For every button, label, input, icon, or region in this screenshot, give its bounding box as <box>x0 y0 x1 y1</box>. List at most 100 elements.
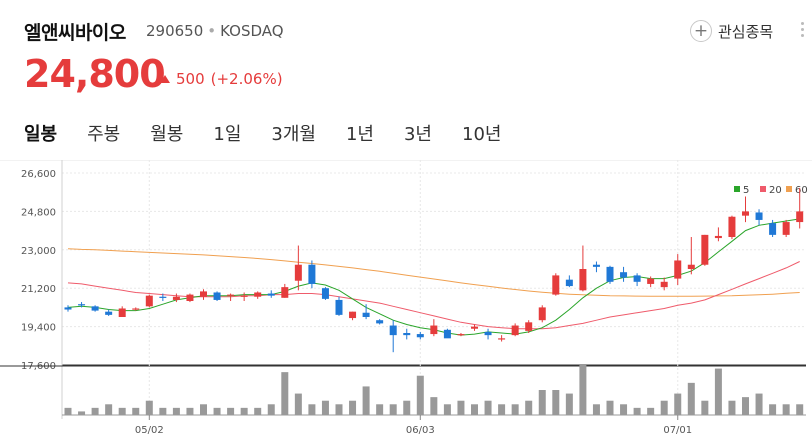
tab-1-day[interactable]: 1일 <box>213 124 242 145</box>
candle-body-29 <box>457 334 465 336</box>
tab-weekly[interactable]: 주봉 <box>87 124 121 145</box>
candle-body-50 <box>742 211 749 216</box>
candle-body-45 <box>674 260 682 279</box>
tab-3-months[interactable]: 3개월 <box>271 124 316 145</box>
candle-body-33 <box>511 325 519 336</box>
volume-bar-54 <box>796 404 804 415</box>
y-tick-label-2: 23,000 <box>21 246 56 257</box>
candle-body-25 <box>403 333 411 336</box>
candle-body-36 <box>552 275 560 295</box>
volume-bar-7 <box>159 407 167 415</box>
candle-body-38 <box>579 269 587 291</box>
volume-bar-25 <box>403 400 411 415</box>
candle-body-21 <box>349 311 357 319</box>
candle-body-10 <box>200 291 207 297</box>
volume-bar-34 <box>525 400 533 415</box>
candle-body-2 <box>91 306 99 311</box>
candle-body-14 <box>254 292 262 297</box>
volume-bar-24 <box>389 404 397 415</box>
volume-bar-44 <box>660 400 668 415</box>
candle-body-11 <box>213 292 221 300</box>
volume-bar-41 <box>620 404 628 415</box>
candle-body-43 <box>647 278 655 284</box>
candle-body-0 <box>64 307 72 310</box>
volume-bar-35 <box>538 390 546 415</box>
candle-body-37 <box>565 279 573 287</box>
candle-body-12 <box>227 294 235 296</box>
tab-daily[interactable]: 일봉 <box>24 124 58 145</box>
tab-10-years[interactable]: 10년 <box>462 124 502 145</box>
candle-body-20 <box>335 299 343 315</box>
volume-bar-4 <box>118 407 126 415</box>
volume-bar-30 <box>471 404 478 415</box>
x-tick-label-2: 07/01 <box>663 425 692 436</box>
volume-bar-42 <box>633 407 641 415</box>
y-tick-label-1: 24,800 <box>21 207 56 218</box>
candle-body-1 <box>78 304 86 306</box>
y-tick-label-0: 26,600 <box>21 169 56 180</box>
volume-bar-10 <box>200 404 207 415</box>
stock-header: 엘앤씨바이오 290650 • KOSDAQ + 관심종목 24,800 500 (… <box>0 0 812 160</box>
volume-bar-0 <box>64 407 72 415</box>
tab-1-year[interactable]: 1년 <box>345 124 374 145</box>
stock-code-market: 290650 • KOSDAQ <box>146 22 284 40</box>
candle-body-54 <box>796 211 804 223</box>
candle-body-34 <box>525 322 533 331</box>
candle-body-23 <box>376 320 384 324</box>
tab-monthly[interactable]: 월봉 <box>150 124 184 145</box>
candle-body-40 <box>606 266 614 282</box>
volume-bar-36 <box>552 390 560 415</box>
current-price: 24,800 <box>24 52 166 96</box>
volume-bar-31 <box>484 400 492 415</box>
watchlist-label: 관심종목 <box>718 22 774 41</box>
candle-body-39 <box>592 264 600 267</box>
volume-bar-11 <box>213 407 221 415</box>
candle-body-13 <box>240 295 248 297</box>
candle-body-7 <box>159 296 167 298</box>
volume-bar-14 <box>254 407 262 415</box>
candlestick-chart-svg: 26,60024,80023,00021,20019,40017,60005/0… <box>0 160 812 436</box>
more-menu-icon[interactable] <box>801 22 807 37</box>
add-watchlist-button[interactable]: + 관심종목 <box>690 18 773 44</box>
stock-name: 엘앤씨바이오 <box>24 22 126 44</box>
volume-bar-8 <box>172 407 180 415</box>
change-amount: 500 <box>176 70 205 88</box>
volume-bar-9 <box>186 407 194 415</box>
volume-bar-51 <box>755 393 763 415</box>
legend-swatch-ma20 <box>760 186 766 192</box>
candle-body-5 <box>132 308 140 310</box>
volume-bar-15 <box>267 404 275 415</box>
volume-bar-38 <box>579 365 587 415</box>
volume-bar-43 <box>647 407 655 415</box>
legend-label-ma5: 5 <box>743 185 749 196</box>
volume-bar-12 <box>227 407 235 415</box>
candle-body-48 <box>714 235 722 239</box>
volume-bar-48 <box>714 368 722 415</box>
market-name: KOSDAQ <box>220 22 284 40</box>
volume-bar-13 <box>240 407 248 415</box>
volume-bar-40 <box>606 400 614 415</box>
volume-bar-32 <box>498 404 506 415</box>
volume-bar-1 <box>78 411 86 415</box>
volume-bar-26 <box>416 375 424 415</box>
volume-bar-20 <box>335 404 343 415</box>
candle-body-17 <box>294 264 302 281</box>
volume-bar-28 <box>443 404 451 415</box>
change-percent: (+2.06%) <box>210 70 283 88</box>
candle-body-44 <box>660 281 668 288</box>
volume-bar-5 <box>132 407 140 415</box>
volume-bar-3 <box>105 404 113 415</box>
volume-bar-21 <box>349 400 357 415</box>
volume-bar-45 <box>674 393 682 415</box>
ma5-line <box>67 218 800 336</box>
volume-bar-47 <box>701 400 709 415</box>
candle-body-28 <box>443 329 451 339</box>
candle-body-46 <box>687 264 695 269</box>
volume-bar-33 <box>511 404 519 415</box>
tab-3-years[interactable]: 3년 <box>403 124 432 145</box>
price-chart[interactable]: 26,600 24,800 23,000 21,200 19,400 17,600 05/0… <box>0 160 812 447</box>
candle-body-3 <box>105 311 113 315</box>
candle-body-9 <box>186 294 194 301</box>
candle-body-19 <box>321 288 329 299</box>
candle-body-16 <box>281 287 289 298</box>
